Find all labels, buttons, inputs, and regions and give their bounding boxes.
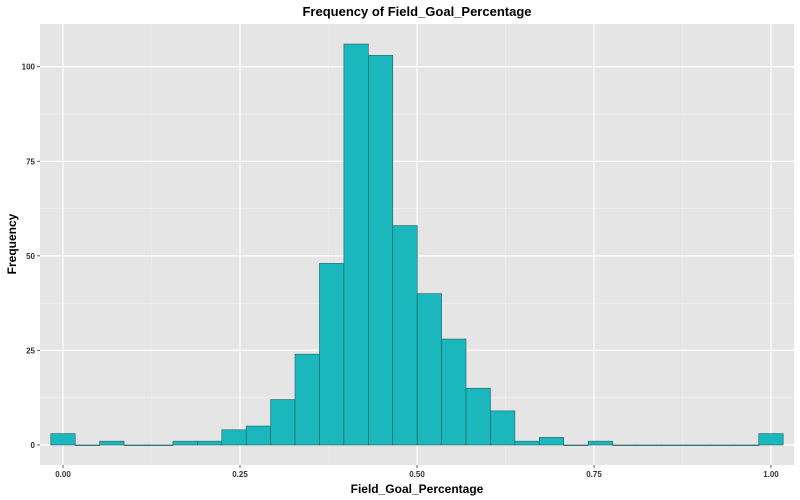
histogram-bar (294, 353, 320, 446)
y-axis-title: Frequency (5, 213, 19, 274)
histogram-bar (416, 293, 442, 446)
x-tick-label: 0.75 (586, 470, 602, 479)
y-tick-label: 50 (26, 252, 35, 261)
histogram-bar (490, 410, 516, 446)
histogram-bar (74, 444, 100, 446)
x-axis-title: Field_Goal_Percentage (351, 482, 484, 496)
histogram-bar (221, 429, 247, 446)
histogram-bar (465, 387, 491, 446)
x-tick-label: 0.00 (55, 470, 71, 479)
histogram-bar (148, 444, 174, 446)
histogram-bar (197, 440, 223, 446)
histogram-bar (709, 444, 736, 446)
histogram-bar (758, 433, 784, 446)
histogram-bar (123, 444, 149, 446)
histogram-bar (319, 263, 345, 446)
y-tick-label: 25 (26, 346, 35, 355)
histogram-bar (368, 55, 394, 446)
x-tick-label: 1.00 (763, 470, 779, 479)
bars (50, 43, 784, 446)
y-tick-label: 100 (22, 63, 36, 72)
histogram-bar (587, 440, 613, 446)
histogram-bar (661, 444, 687, 446)
x-tick-label: 0.50 (409, 470, 425, 479)
y-tick-label: 75 (26, 157, 35, 166)
histogram-bar (50, 433, 76, 446)
histogram-bar (734, 444, 760, 446)
histogram-bar (539, 437, 565, 446)
histogram-bar (172, 440, 198, 446)
histogram-bar (441, 338, 467, 446)
histogram-bar (514, 440, 540, 446)
histogram-bar (392, 225, 418, 446)
histogram-bar (270, 399, 296, 446)
x-axis: 0.00 0.25 0.50 0.75 1.00 (55, 465, 779, 479)
histogram-bar (99, 440, 125, 446)
histogram-bar (245, 425, 271, 446)
y-tick-label: 0 (31, 441, 36, 450)
x-tick-label: 0.25 (232, 470, 248, 479)
histogram-bar (563, 444, 589, 446)
histogram-bar (343, 43, 369, 446)
y-axis: 0 25 50 75 100 (22, 63, 40, 450)
chart-title: Frequency of Field_Goal_Percentage (302, 4, 531, 19)
histogram-bar (612, 444, 638, 446)
histogram-bar (685, 444, 711, 446)
histogram-bar (636, 444, 662, 446)
